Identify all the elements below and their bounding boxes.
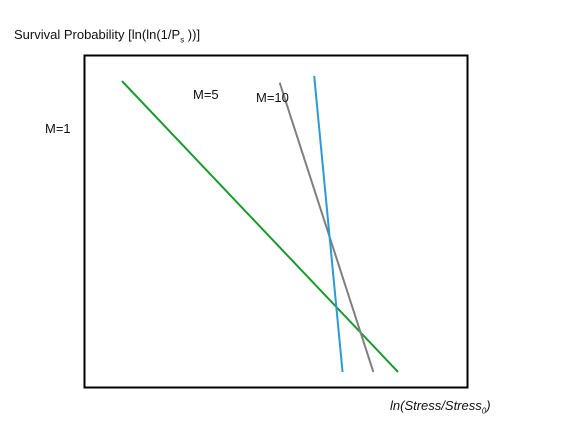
series-label-m-10: M=10 [256,90,289,105]
y-axis-label: Survival Probability [ln(ln(1/Ps ))] [14,27,201,45]
plot-frame [83,54,469,389]
series-line-m-10 [313,75,344,373]
series-label-m-1: M=1 [45,121,71,136]
series-line-m-5 [278,82,375,373]
series-line-m-1 [121,80,399,373]
x-axis-label: ln(Stress/Stress0) [390,398,491,416]
series-label-m-5: M=5 [193,87,219,102]
